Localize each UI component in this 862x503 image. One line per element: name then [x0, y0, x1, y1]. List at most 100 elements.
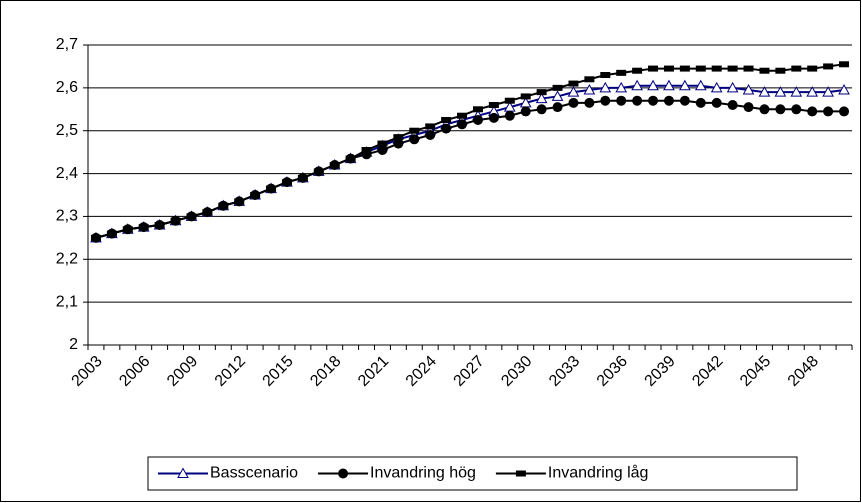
marker: [441, 117, 452, 123]
marker: [774, 86, 787, 97]
y-tick-label: 2,6: [56, 79, 78, 96]
y-tick-label: 2,3: [56, 208, 78, 225]
marker: [632, 67, 643, 74]
marker: [535, 92, 548, 104]
legend-label: Invandring hög: [370, 465, 476, 482]
marker: [791, 104, 802, 115]
marker: [790, 86, 803, 97]
marker: [568, 97, 579, 108]
marker: [838, 83, 850, 95]
marker: [106, 230, 117, 237]
marker: [791, 65, 802, 72]
marker: [807, 106, 818, 117]
marker: [281, 179, 292, 186]
marker: [177, 467, 189, 478]
marker: [775, 67, 786, 74]
y-tick-label: 2,7: [56, 36, 78, 53]
marker: [823, 106, 834, 117]
marker: [616, 69, 627, 76]
marker: [584, 76, 595, 83]
marker: [409, 134, 420, 145]
marker: [743, 65, 754, 72]
marker: [138, 224, 149, 231]
marker: [823, 63, 834, 70]
marker: [694, 79, 707, 91]
marker: [758, 86, 771, 97]
series-markers: [90, 61, 850, 241]
marker: [154, 222, 165, 228]
marker: [679, 95, 690, 106]
marker: [297, 174, 308, 181]
marker: [122, 226, 133, 233]
y-tick-label: 2,1: [56, 293, 78, 310]
marker: [425, 123, 436, 130]
marker: [759, 67, 770, 74]
marker: [345, 155, 356, 162]
marker: [727, 65, 738, 72]
y-tick-label: 2,2: [56, 251, 78, 268]
legend-label: Invandring låg: [548, 464, 649, 482]
marker: [361, 147, 372, 153]
marker: [313, 168, 324, 175]
marker: [202, 209, 213, 216]
marker: [488, 112, 499, 123]
marker: [822, 86, 834, 97]
marker: [711, 65, 722, 72]
marker: [457, 112, 468, 119]
marker: [839, 106, 850, 117]
marker: [807, 65, 818, 72]
marker: [632, 95, 643, 106]
marker: [551, 90, 564, 101]
marker: [647, 79, 659, 91]
marker: [536, 89, 547, 96]
y-tick-label: 2,4: [56, 165, 78, 182]
marker: [710, 81, 723, 93]
marker: [504, 97, 515, 104]
marker: [616, 95, 627, 106]
marker: [552, 84, 563, 91]
marker: [536, 104, 547, 115]
marker: [472, 106, 483, 113]
marker: [329, 162, 340, 168]
marker: [568, 80, 579, 87]
marker: [472, 115, 483, 125]
marker: [727, 100, 738, 110]
marker: [338, 468, 349, 479]
marker: [567, 86, 580, 97]
marker: [266, 185, 277, 192]
legend-label: Basscenario: [210, 465, 298, 482]
marker: [552, 102, 563, 113]
marker: [615, 81, 628, 93]
marker: [663, 65, 674, 72]
marker: [679, 65, 690, 72]
marker: [457, 119, 468, 130]
marker: [806, 86, 819, 97]
marker: [600, 72, 611, 78]
marker: [393, 134, 404, 141]
marker: [695, 65, 706, 72]
marker: [393, 138, 404, 149]
marker: [441, 123, 452, 134]
marker: [186, 213, 197, 220]
marker: [515, 470, 526, 477]
marker: [631, 79, 643, 91]
marker: [250, 192, 261, 198]
marker: [759, 104, 770, 115]
marker: [663, 79, 675, 91]
marker: [583, 83, 596, 95]
marker: [90, 234, 101, 241]
marker: [425, 130, 436, 140]
y-tick-label: 2,5: [56, 122, 78, 139]
legend-box: [147, 456, 798, 491]
marker: [775, 104, 786, 115]
marker: [409, 127, 420, 134]
marker: [520, 106, 531, 117]
marker: [726, 81, 739, 93]
marker: [648, 65, 659, 72]
marker: [520, 93, 531, 100]
marker: [234, 198, 245, 205]
marker: [170, 217, 181, 224]
marker: [584, 97, 595, 108]
